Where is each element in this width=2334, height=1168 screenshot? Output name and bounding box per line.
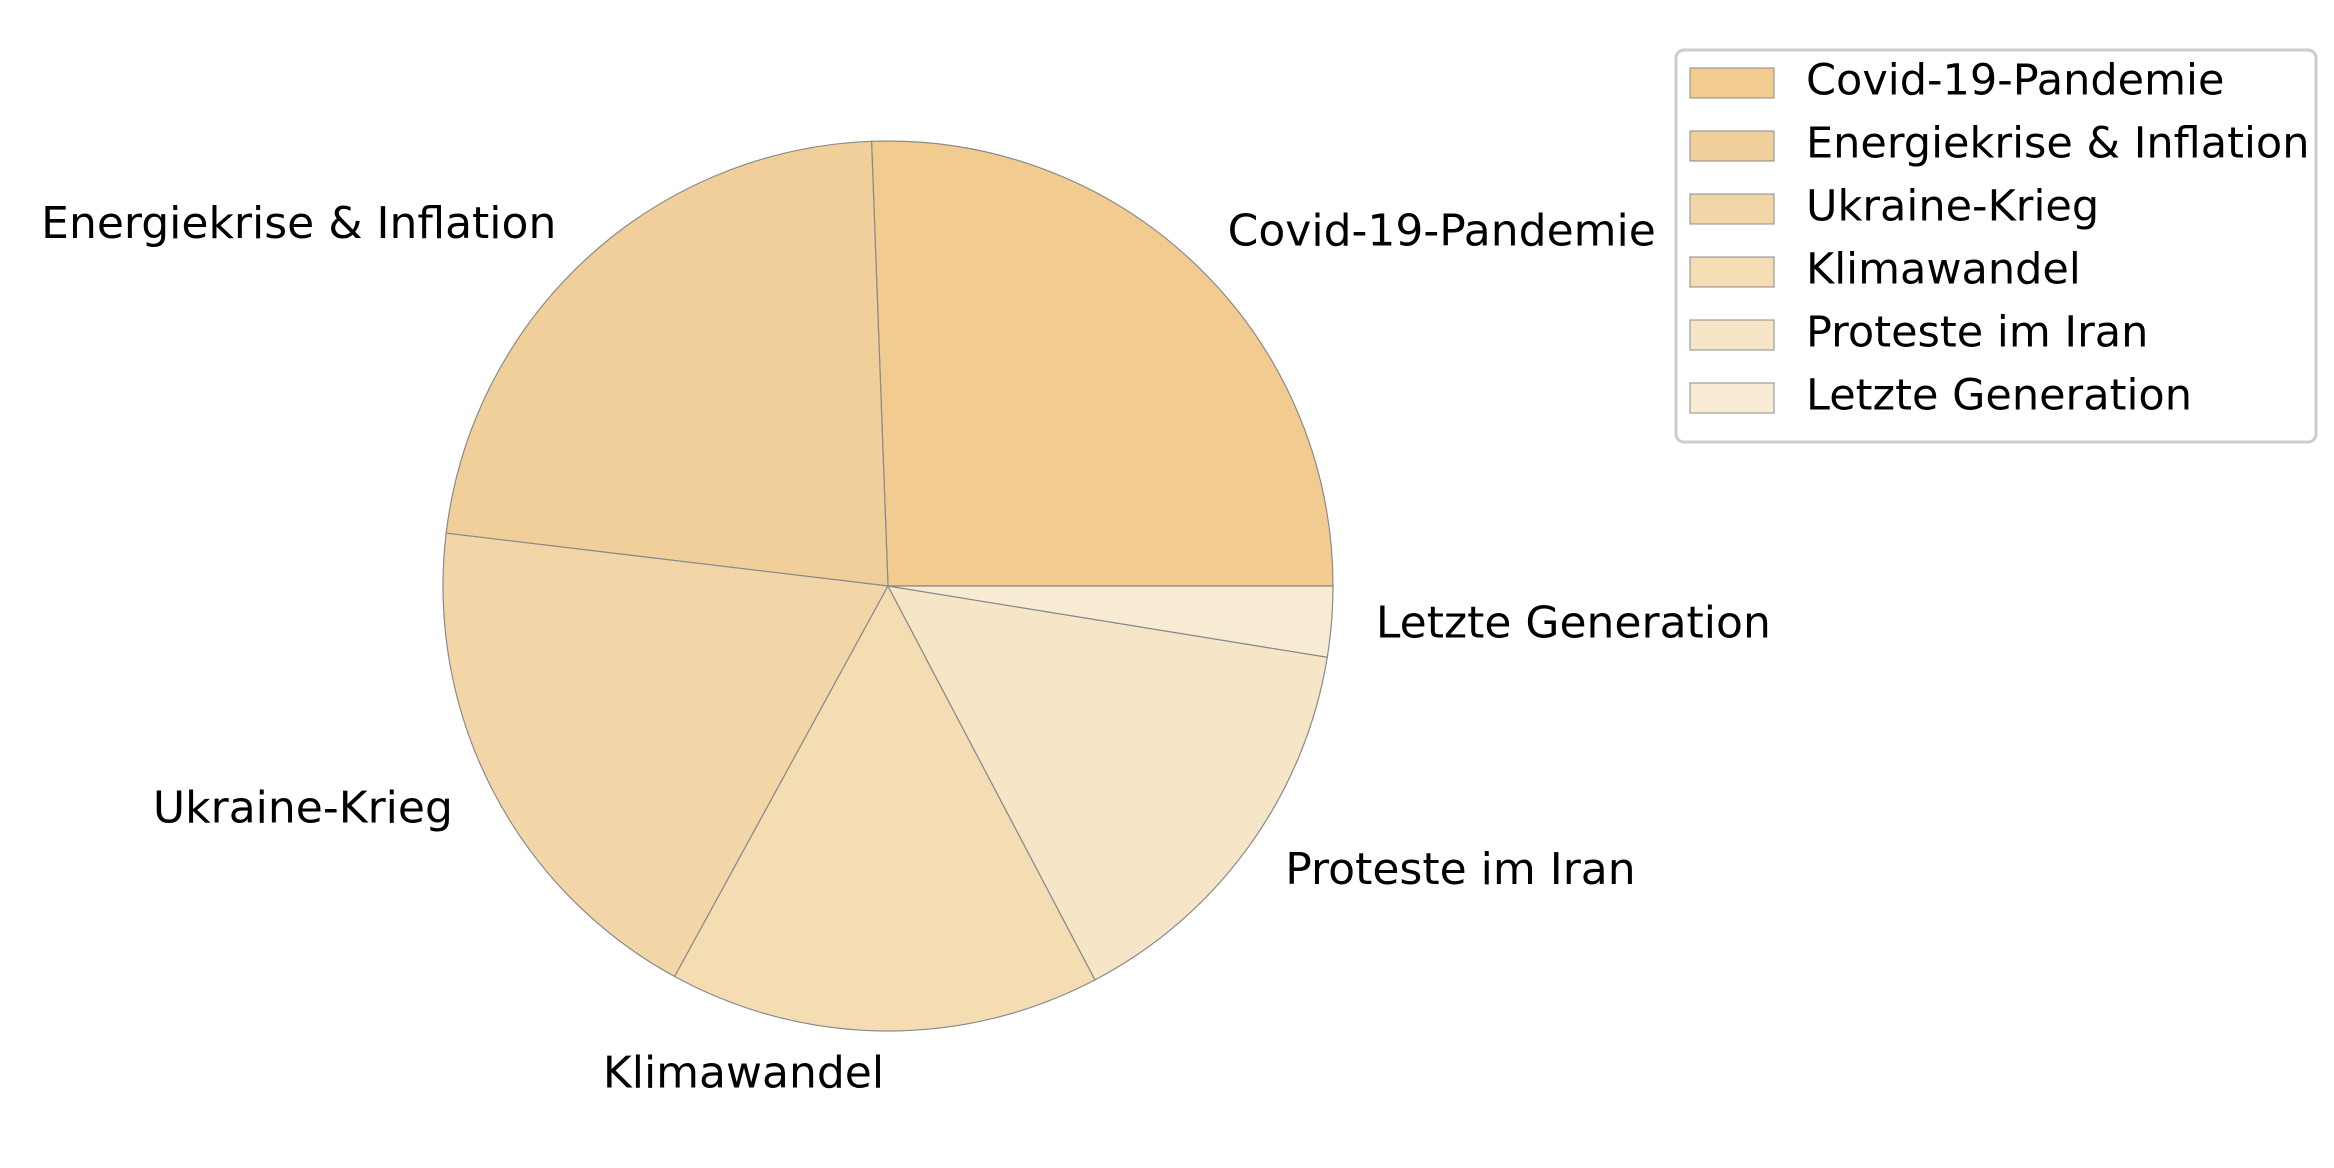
legend: Covid-19-Pandemie Energiekrise & Inflatio…	[1674, 48, 2318, 444]
legend-frame	[1674, 48, 2318, 444]
pie-slice-covid-19-pandemie	[870, 140, 1334, 587]
legend-items: Covid-19-Pandemie Energiekrise & Inflatio…	[1689, 56, 2310, 421]
legend-swatch-energiekrise-inflation	[1689, 130, 1775, 162]
pie-slice-klimawandel	[673, 584, 1096, 1032]
slice-label-energiekrise-inflation: Energiekrise & Inflation	[41, 198, 556, 249]
legend-swatch-ukraine-krieg	[1689, 193, 1775, 225]
pie-slice-ukraine-krieg	[442, 532, 889, 978]
pie-slice-energiekrise-inflation	[445, 140, 889, 587]
pie-slice-labels: Covid-19-Pandemie Energiekrise & Inflatio…	[41, 198, 1771, 1099]
legend-label-energiekrise-inflation: Energiekrise & Inflation	[1806, 119, 2310, 169]
pie-slices	[442, 140, 1334, 1032]
legend-swatch-letzte-generation	[1689, 382, 1775, 414]
slice-label-klimawandel: Klimawandel	[603, 1047, 884, 1098]
slice-label-letzte-generation: Letzte Generation	[1376, 597, 1771, 648]
legend-label-ukraine-krieg: Ukraine-Krieg	[1806, 182, 2099, 232]
pie-slice-proteste-im-iran	[886, 585, 1328, 981]
legend-swatch-covid-19-pandemie	[1689, 67, 1775, 99]
slice-label-covid-19-pandemie: Covid-19-Pandemie	[1228, 206, 1656, 257]
legend-label-covid-19-pandemie: Covid-19-Pandemie	[1806, 56, 2224, 106]
legend-swatch-proteste-im-iran	[1689, 319, 1775, 351]
legend-label-klimawandel: Klimawandel	[1806, 245, 2081, 295]
legend-label-proteste-im-iran: Proteste im Iran	[1806, 308, 2148, 358]
slice-label-ukraine-krieg: Ukraine-Krieg	[153, 782, 453, 833]
legend-label-letzte-generation: Letzte Generation	[1806, 371, 2192, 421]
pie-slice-letzte-generation	[887, 585, 1334, 658]
legend-swatch-klimawandel	[1689, 256, 1775, 288]
slice-label-proteste-im-iran: Proteste im Iran	[1285, 844, 1635, 895]
